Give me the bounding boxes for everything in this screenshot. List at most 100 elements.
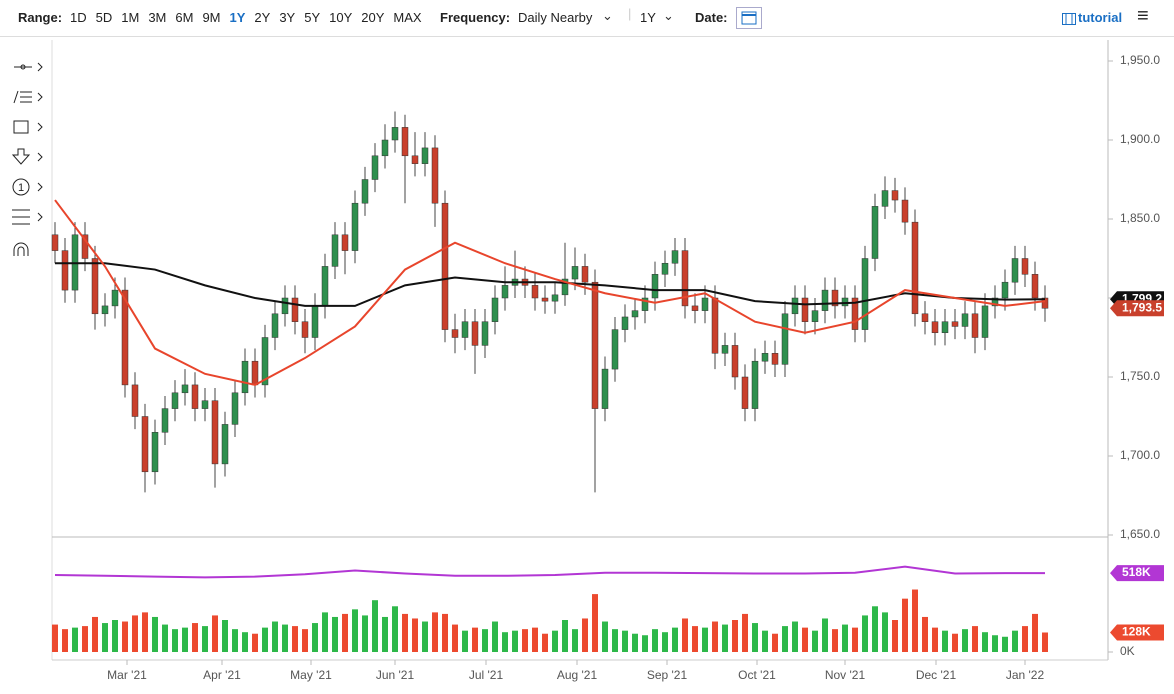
candle-body <box>801 297 809 322</box>
volume-bar <box>382 616 388 652</box>
candle <box>431 135 439 227</box>
candle <box>191 372 199 422</box>
candle-body <box>891 190 899 201</box>
volume-tag <box>1110 624 1164 641</box>
x-tick-label: Nov '21 <box>825 668 866 682</box>
candle <box>691 293 699 324</box>
x-tick-label: Mar '21 <box>107 668 147 682</box>
candle <box>261 324 269 398</box>
period-select[interactable]: 1Y <box>640 10 656 25</box>
volume-bar <box>122 621 128 652</box>
candle-body <box>441 202 449 330</box>
range-button[interactable]: 3Y <box>279 10 296 25</box>
volume-bar <box>212 615 218 652</box>
candle-body <box>621 316 629 330</box>
candle <box>741 364 749 422</box>
candle-body <box>921 313 929 322</box>
candle-body <box>171 392 179 409</box>
range-button[interactable]: 1D <box>70 10 87 25</box>
candle-body <box>261 337 269 386</box>
menu-button[interactable]: ≡ <box>1137 5 1149 27</box>
x-tick-label: Apr '21 <box>203 668 241 682</box>
candle <box>681 237 689 319</box>
x-tick-label: May '21 <box>290 668 332 682</box>
volume-bar <box>952 633 958 652</box>
ma-tag-label: 1,799.2 <box>1122 291 1162 305</box>
volume-bar <box>442 613 448 652</box>
candle-body <box>751 360 759 409</box>
volume-bar <box>912 589 918 652</box>
candle <box>221 411 229 477</box>
candle <box>921 301 929 335</box>
candle-body <box>471 321 479 346</box>
candle <box>281 285 289 327</box>
volume-bar <box>892 620 898 652</box>
candle-body <box>851 297 859 330</box>
candle <box>361 166 369 216</box>
volume-bar <box>1002 636 1008 652</box>
candle-body <box>341 234 349 251</box>
candle <box>591 269 599 493</box>
candle <box>951 309 959 340</box>
volume-bar <box>262 627 268 652</box>
candle <box>961 301 969 340</box>
candle <box>751 348 759 422</box>
candle <box>831 277 839 319</box>
candle <box>491 285 499 335</box>
candle-body <box>1011 258 1019 283</box>
candle-body <box>771 353 779 365</box>
range-button[interactable]: 3M <box>148 10 167 25</box>
candle-body <box>651 274 659 299</box>
range-button[interactable]: 5D <box>95 10 113 25</box>
candle <box>581 253 589 295</box>
range-button[interactable]: 5Y <box>304 10 321 25</box>
range-button[interactable]: 9M <box>202 10 221 25</box>
candle-body <box>881 190 889 207</box>
tutorial-icon <box>1062 13 1076 25</box>
range-button[interactable]: MAX <box>393 10 422 25</box>
range-button[interactable]: 6M <box>175 10 194 25</box>
candle <box>1031 261 1039 311</box>
candle-body <box>181 384 189 394</box>
candle-body <box>911 221 919 315</box>
range-button[interactable]: 1M <box>121 10 140 25</box>
candle-body <box>141 416 149 473</box>
candle-body <box>331 234 339 267</box>
candle <box>1021 245 1029 287</box>
candle <box>1001 269 1009 311</box>
volume-bar <box>412 618 418 652</box>
candle-body <box>861 258 869 330</box>
candle <box>71 222 79 303</box>
candle <box>571 247 579 291</box>
candle <box>551 282 559 314</box>
volume-bar <box>532 627 538 652</box>
candle <box>401 114 409 204</box>
candle <box>931 309 939 346</box>
candle <box>721 332 729 366</box>
candle <box>711 285 719 370</box>
candle-body <box>551 294 559 302</box>
candle-body <box>671 250 679 264</box>
candle <box>641 285 649 324</box>
range-button[interactable]: 1Y <box>229 10 246 25</box>
range-button[interactable]: 10Y <box>329 10 353 25</box>
candle-body <box>971 313 979 338</box>
tutorial-link[interactable]: tutorial <box>1078 10 1123 25</box>
candle <box>321 253 329 319</box>
volume-bar <box>292 626 298 652</box>
range-button[interactable]: 2Y <box>254 10 271 25</box>
candle-body <box>451 329 459 338</box>
volume-bar <box>142 612 148 652</box>
volume-bar <box>102 623 108 652</box>
candle <box>631 298 639 330</box>
range-button[interactable]: 20Y <box>361 10 385 25</box>
candle <box>981 293 989 351</box>
candle <box>91 245 99 330</box>
candle <box>391 111 399 153</box>
candle <box>81 222 89 272</box>
volume-bar <box>162 624 168 652</box>
candle <box>661 250 669 287</box>
calendar-button[interactable] <box>736 7 762 29</box>
frequency-select[interactable]: Daily Nearby <box>518 10 593 25</box>
